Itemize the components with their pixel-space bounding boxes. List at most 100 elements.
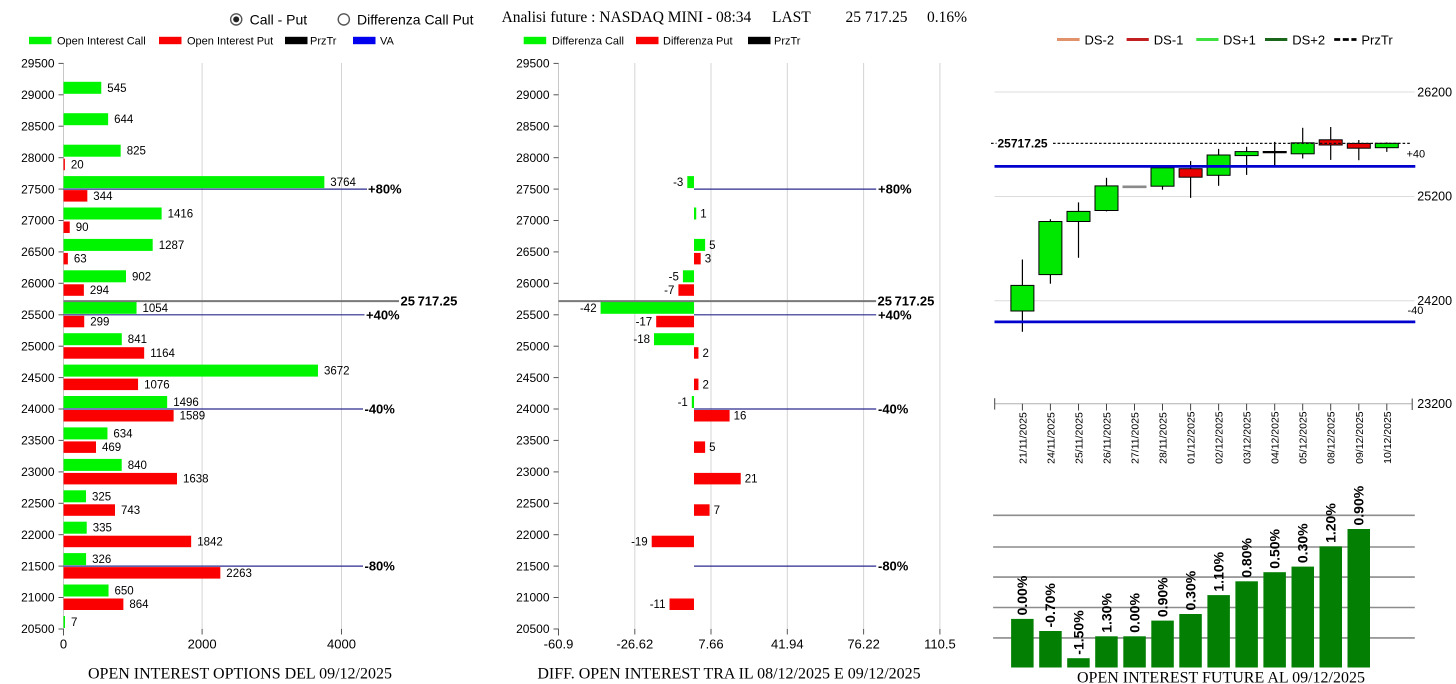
svg-text:1496: 1496 <box>173 397 199 409</box>
svg-text:29000: 29000 <box>516 88 550 102</box>
svg-text:25 717.25: 25 717.25 <box>846 9 908 26</box>
svg-text:-40%: -40% <box>365 402 396 417</box>
svg-text:1.10%: 1.10% <box>1210 551 1226 591</box>
svg-text:326: 326 <box>92 554 111 566</box>
svg-text:DS-1: DS-1 <box>1154 33 1184 48</box>
svg-text:1589: 1589 <box>180 411 206 423</box>
svg-text:2: 2 <box>703 379 709 391</box>
svg-text:1416: 1416 <box>168 209 194 221</box>
svg-text:294: 294 <box>90 285 110 297</box>
svg-text:1.30%: 1.30% <box>1098 593 1114 633</box>
svg-text:28500: 28500 <box>21 119 55 133</box>
svg-text:25200: 25200 <box>1417 190 1452 204</box>
svg-text:-1.50%: -1.50% <box>1070 610 1086 655</box>
svg-text:27000: 27000 <box>516 214 550 228</box>
svg-text:-80%: -80% <box>878 559 909 574</box>
svg-text:-11: -11 <box>650 599 666 611</box>
svg-text:-42: -42 <box>580 303 597 315</box>
svg-text:20500: 20500 <box>21 622 55 636</box>
svg-text:OPEN INTEREST FUTURE AL 09/12/: OPEN INTEREST FUTURE AL 09/12/2025 <box>1077 670 1365 684</box>
svg-text:634: 634 <box>113 428 133 440</box>
svg-text:28000: 28000 <box>21 151 55 165</box>
svg-text:16: 16 <box>734 411 747 423</box>
svg-text:24000: 24000 <box>21 402 55 416</box>
svg-text:1164: 1164 <box>150 348 175 360</box>
svg-text:-60.9: -60.9 <box>544 637 574 652</box>
svg-text:0.90%: 0.90% <box>1154 577 1170 617</box>
svg-text:2: 2 <box>703 348 709 360</box>
svg-text:26500: 26500 <box>21 245 55 259</box>
svg-text:08/12/2025: 08/12/2025 <box>1326 411 1338 464</box>
svg-text:29000: 29000 <box>21 88 55 102</box>
svg-text:+40: +40 <box>1407 149 1426 161</box>
svg-text:7: 7 <box>71 617 77 629</box>
svg-text:0.16%: 0.16% <box>927 9 967 26</box>
svg-text:25 717.25: 25 717.25 <box>878 294 935 309</box>
svg-text:23000: 23000 <box>21 465 55 479</box>
svg-text:-7: -7 <box>664 285 674 297</box>
svg-text:1842: 1842 <box>197 536 223 548</box>
svg-text:26200: 26200 <box>1417 85 1452 99</box>
svg-text:545: 545 <box>107 83 126 95</box>
svg-text:24500: 24500 <box>516 371 550 385</box>
svg-text:25000: 25000 <box>21 339 55 353</box>
svg-text:22500: 22500 <box>516 497 550 511</box>
svg-text:3764: 3764 <box>330 177 356 189</box>
svg-text:Differenza Put: Differenza Put <box>663 35 733 47</box>
svg-text:DS-2: DS-2 <box>1085 33 1115 48</box>
svg-text:02/12/2025: 02/12/2025 <box>1214 411 1226 464</box>
svg-text:20: 20 <box>71 159 84 171</box>
svg-text:825: 825 <box>127 146 146 158</box>
svg-text:DIFF. OPEN INTEREST TRA IL 08/: DIFF. OPEN INTEREST TRA IL 08/12/2025 E … <box>537 666 920 683</box>
svg-text:+80%: +80% <box>878 182 912 197</box>
svg-text:24000: 24000 <box>516 402 550 416</box>
svg-text:1054: 1054 <box>143 303 169 315</box>
svg-text:469: 469 <box>102 442 121 454</box>
svg-text:21500: 21500 <box>516 559 550 573</box>
svg-text:25500: 25500 <box>21 308 55 322</box>
svg-text:1.20%: 1.20% <box>1323 503 1339 543</box>
svg-text:29500: 29500 <box>21 57 55 71</box>
svg-text:0.00%: 0.00% <box>1014 575 1030 615</box>
svg-text:-26.62: -26.62 <box>616 637 653 652</box>
svg-text:902: 902 <box>132 271 151 283</box>
svg-text:-40: -40 <box>1408 305 1424 317</box>
svg-text:22000: 22000 <box>516 528 550 542</box>
svg-text:25/11/2025: 25/11/2025 <box>1074 412 1086 464</box>
svg-text:644: 644 <box>114 114 134 126</box>
svg-text:DS+1: DS+1 <box>1223 33 1256 48</box>
svg-text:2000: 2000 <box>188 637 217 652</box>
svg-text:23500: 23500 <box>21 434 55 448</box>
svg-text:24/11/2025: 24/11/2025 <box>1045 412 1057 464</box>
svg-text:0: 0 <box>60 637 67 652</box>
svg-text:+40%: +40% <box>878 307 912 322</box>
svg-text:76.22: 76.22 <box>847 637 880 652</box>
svg-text:325: 325 <box>92 491 111 503</box>
svg-text:-3: -3 <box>673 177 683 189</box>
svg-text:841: 841 <box>128 334 147 346</box>
svg-text:-0.70%: -0.70% <box>1042 583 1058 628</box>
svg-text:3: 3 <box>705 254 711 266</box>
svg-text:26000: 26000 <box>516 277 550 291</box>
svg-text:VA: VA <box>380 35 395 47</box>
svg-text:27500: 27500 <box>516 182 550 196</box>
svg-text:Differenza Call Put: Differenza Call Put <box>357 11 474 27</box>
svg-text:344: 344 <box>93 191 113 203</box>
svg-text:-19: -19 <box>631 536 648 548</box>
svg-text:28/11/2025: 28/11/2025 <box>1158 412 1170 464</box>
svg-text:21000: 21000 <box>516 591 550 605</box>
svg-text:Analisi future : NASDAQ MINI -: Analisi future : NASDAQ MINI - 08:34 <box>502 9 752 26</box>
svg-text:5: 5 <box>709 240 715 252</box>
svg-text:840: 840 <box>128 460 147 472</box>
svg-text:650: 650 <box>115 586 134 598</box>
svg-text:29500: 29500 <box>516 57 550 71</box>
svg-text:25500: 25500 <box>516 308 550 322</box>
svg-text:21/11/2025: 21/11/2025 <box>1017 412 1029 464</box>
svg-text:25 717.25: 25 717.25 <box>401 294 458 309</box>
svg-text:0.30%: 0.30% <box>1295 523 1311 563</box>
svg-text:27000: 27000 <box>21 214 55 228</box>
svg-text:0.90%: 0.90% <box>1351 485 1367 525</box>
svg-text:743: 743 <box>121 505 140 517</box>
svg-text:PrzTr: PrzTr <box>310 35 337 47</box>
svg-text:24200: 24200 <box>1417 294 1452 308</box>
